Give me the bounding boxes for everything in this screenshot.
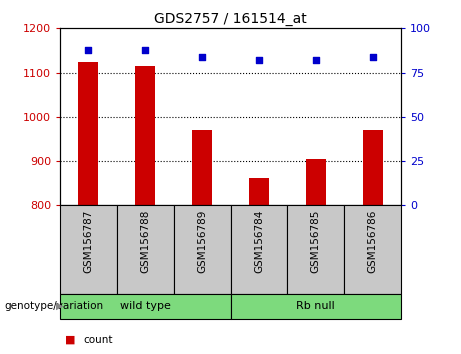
Bar bbox=[306, 159, 326, 205]
Point bbox=[255, 57, 263, 63]
Title: GDS2757 / 161514_at: GDS2757 / 161514_at bbox=[154, 12, 307, 26]
Bar bbox=[344, 205, 401, 294]
Bar bbox=[230, 205, 287, 294]
Text: GSM156784: GSM156784 bbox=[254, 210, 264, 273]
Text: genotype/variation: genotype/variation bbox=[5, 301, 104, 311]
Bar bbox=[60, 205, 117, 294]
Bar bbox=[192, 130, 212, 205]
Bar bbox=[174, 205, 230, 294]
Bar bbox=[78, 62, 98, 205]
Text: Rb null: Rb null bbox=[296, 301, 335, 311]
Bar bbox=[249, 178, 269, 205]
Point bbox=[312, 57, 319, 63]
Text: GSM156785: GSM156785 bbox=[311, 210, 321, 273]
Bar bbox=[60, 294, 230, 319]
Text: ▶: ▶ bbox=[56, 301, 64, 311]
Text: GSM156789: GSM156789 bbox=[197, 210, 207, 273]
Text: ■: ■ bbox=[65, 335, 75, 345]
Bar bbox=[287, 205, 344, 294]
Point bbox=[369, 54, 376, 59]
Text: GSM156788: GSM156788 bbox=[140, 210, 150, 273]
Point bbox=[198, 54, 206, 59]
Bar bbox=[117, 205, 174, 294]
Point bbox=[142, 47, 149, 52]
Text: GSM156787: GSM156787 bbox=[83, 210, 94, 273]
Text: GSM156786: GSM156786 bbox=[367, 210, 378, 273]
Bar bbox=[230, 294, 401, 319]
Point bbox=[85, 47, 92, 52]
Bar bbox=[135, 66, 155, 205]
Text: wild type: wild type bbox=[120, 301, 171, 311]
Bar bbox=[363, 130, 383, 205]
Text: count: count bbox=[83, 335, 112, 345]
